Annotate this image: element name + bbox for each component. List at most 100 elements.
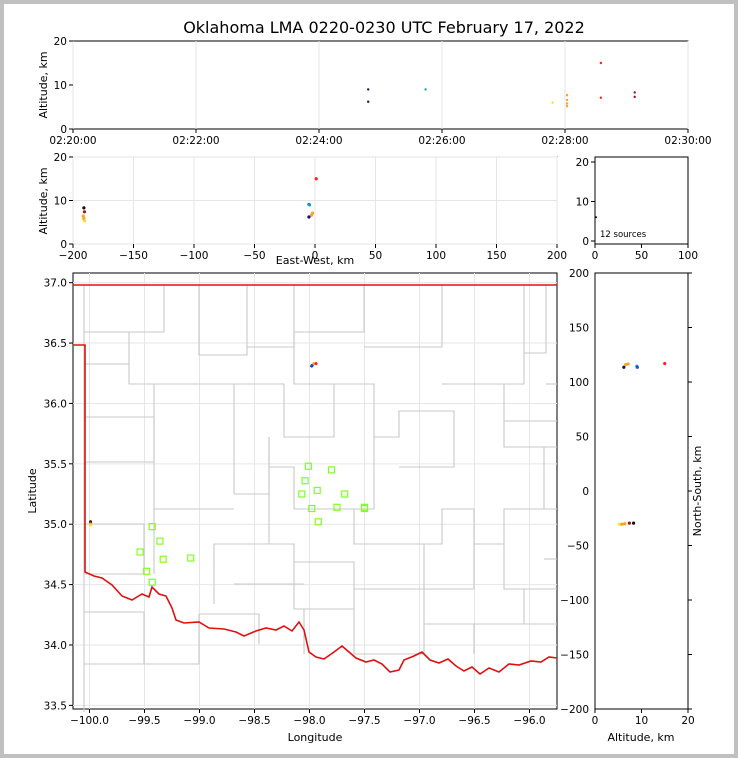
lma-station [333,503,341,511]
plan-view-point [314,362,318,366]
time-altitude-xtick-label: 02:20:00 [49,135,96,147]
plan-view-ytick-label: 33.5 [44,700,67,712]
county-line [424,544,475,590]
ew-altitude-point [82,210,87,214]
lma-station [148,523,156,531]
plan-view-xtick-label: −99.5 [128,715,160,727]
time-altitude-point [565,102,569,105]
county-line [128,332,155,462]
altitude-ns-ytick-label: 200 [569,268,589,280]
ew-altitude-xtick-label: 150 [486,250,506,262]
county-line [84,614,200,665]
county-line [269,543,295,562]
lma-station [341,490,349,498]
histogram-point [595,216,597,219]
ew-altitude-ytick-label: 20 [54,152,67,164]
time-altitude-xtick-label: 02:26:00 [418,135,465,147]
altitude-ns-point [663,361,667,366]
plan-view-ytick-label: 36.0 [44,398,67,410]
ew-altitude-point [307,203,312,207]
county-line [424,623,475,654]
county-line [234,332,335,438]
lma-station [156,537,164,545]
altitude-ns-ytick-label: −200 [560,704,589,716]
time-altitude-ylabel: Altitude, km [37,51,50,118]
ew-altitude-xtick-label: −100 [180,250,209,262]
ew-altitude-xtick-label: 0 [312,250,319,262]
lma-station [298,490,306,498]
altitude-ns-xtick-label: 20 [681,715,694,727]
plan-view-xtick-label: −99.0 [183,715,215,727]
ew-altitude-point [81,214,85,218]
county-line [474,508,557,545]
altitude-ns-ytick-label: −50 [567,541,589,553]
county-line [524,285,547,354]
county-line [454,383,557,448]
time-altitude-ytick-label: 20 [54,36,67,48]
plan-view-ylabel: Latitude [26,468,39,514]
plan-view-ytick-label: 36.5 [44,338,67,350]
state-border [73,284,558,676]
altitude-ns-ylabel: North-South, km [691,446,704,537]
altitude-ns-ytick-label: 150 [569,323,589,335]
altitude-ns-point [627,521,632,525]
county-line [424,508,475,545]
plan-view-xtick-label: −100.0 [70,715,109,727]
lma-station [304,462,312,470]
histogram-xtick-label: 0 [592,250,599,262]
ew-altitude-point [82,219,87,223]
ew-altitude-xtick-label: −150 [119,250,148,262]
time-altitude-xtick-label: 02:28:00 [541,135,588,147]
ew-altitude-ytick-label: 0 [60,239,67,251]
time-altitude-point [565,104,569,108]
county-line [199,613,260,644]
time-altitude-point [633,91,636,94]
plan-view-ytick-label: 35.5 [44,459,67,471]
plan-view-xtick-label: −98.5 [238,715,270,727]
altitude-ns-ytick-label: −150 [560,650,589,662]
altitude-ns-xtick-label: 0 [592,715,599,727]
ew-altitude-xtick-label: 100 [426,250,446,262]
altitude-ns-point [620,522,624,526]
county-line [198,285,248,356]
county-line [234,437,270,495]
plan-view-ytick-label: 35.0 [44,519,67,531]
altitude-ns-point [622,365,626,369]
altitude-ns-ytick-label: −100 [560,595,589,607]
county-line [353,609,425,655]
ew-altitude-xtick-label: 50 [369,250,382,262]
lma-station [159,555,167,563]
plan-view-xtick-label: −96.5 [458,715,490,727]
time-altitude-point [599,61,603,65]
altitude-ns-xtick-label: 10 [635,715,648,727]
lma-station [308,504,316,513]
county-line [84,285,165,333]
time-altitude-xtick-label: 02:30:00 [664,135,711,147]
time-altitude-point [367,88,370,91]
ew-altitude-ylabel: Altitude, km [37,167,50,234]
ew-altitude-ytick-label: 10 [54,196,67,208]
plan-view-point [312,362,316,366]
lma-station [327,466,336,474]
ew-altitude-point [309,213,313,217]
time-altitude-point [367,100,370,103]
time-altitude-xtick-label: 02:24:00 [295,135,342,147]
plan-view-ytick-label: 34.0 [44,640,67,652]
county-line [84,416,155,463]
plan-view-point [89,523,93,527]
altitude-ns-xlabel: Altitude, km [607,731,674,744]
county-line [269,437,375,510]
altitude-ns-point [635,365,639,369]
time-altitude-axes [72,40,689,130]
plan-view-xtick-label: −97.5 [348,715,380,727]
altitude-ns-point [626,362,630,366]
histogram-ytick-label: 0 [582,236,589,248]
county-line [442,285,525,385]
oklahoma-map [73,284,558,712]
figure-frame: Oklahoma LMA 0220-0230 UTC February 17, … [4,4,734,754]
time-altitude-point [565,93,569,97]
county-line [334,383,455,468]
time-altitude-point [551,101,554,104]
ew-altitude-xlabel: East-West, km [276,254,354,267]
time-altitude-point [565,98,569,102]
